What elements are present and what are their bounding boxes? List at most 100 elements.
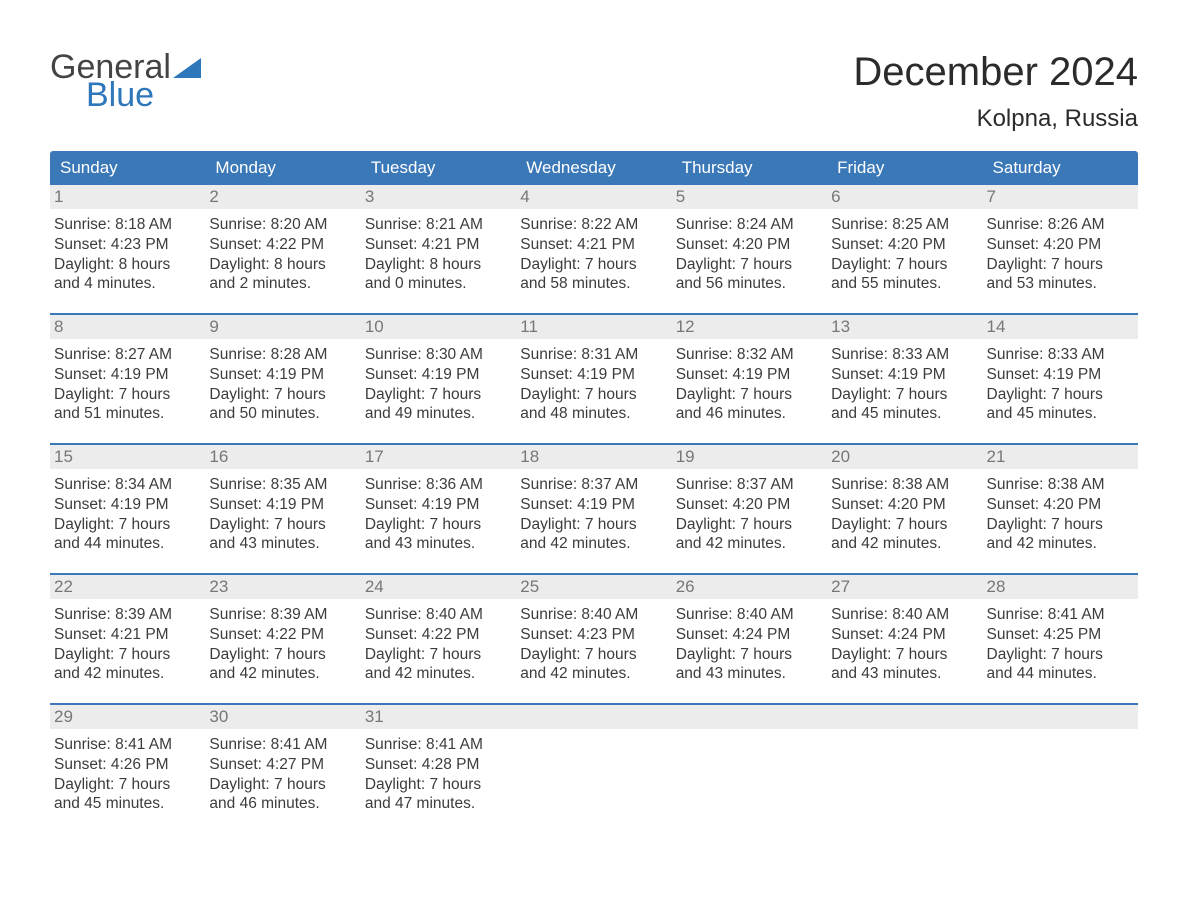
day-sunrise: Sunrise: 8:22 AM (520, 215, 665, 235)
day-cell: 28Sunrise: 8:41 AMSunset: 4:25 PMDayligh… (983, 575, 1138, 703)
day-d1: Daylight: 7 hours (520, 385, 665, 405)
day-number: 8 (50, 315, 205, 339)
calendar: Sunday Monday Tuesday Wednesday Thursday… (50, 151, 1138, 833)
day-sunrise: Sunrise: 8:41 AM (54, 735, 199, 755)
day-cell: 9Sunrise: 8:28 AMSunset: 4:19 PMDaylight… (205, 315, 360, 443)
day-d1: Daylight: 8 hours (209, 255, 354, 275)
day-sunrise: Sunrise: 8:30 AM (365, 345, 510, 365)
day-sunset: Sunset: 4:28 PM (365, 755, 510, 775)
day-number: 28 (983, 575, 1138, 599)
day-number: . (516, 705, 671, 729)
day-sunset: Sunset: 4:20 PM (831, 235, 976, 255)
day-body: Sunrise: 8:30 AMSunset: 4:19 PMDaylight:… (361, 339, 516, 430)
day-d1: Daylight: 7 hours (987, 255, 1132, 275)
day-body: Sunrise: 8:27 AMSunset: 4:19 PMDaylight:… (50, 339, 205, 430)
day-cell: . (983, 705, 1138, 833)
day-d2: and 42 minutes. (209, 664, 354, 684)
day-sunrise: Sunrise: 8:26 AM (987, 215, 1132, 235)
day-body: Sunrise: 8:39 AMSunset: 4:22 PMDaylight:… (205, 599, 360, 690)
day-d2: and 48 minutes. (520, 404, 665, 424)
day-body: Sunrise: 8:37 AMSunset: 4:19 PMDaylight:… (516, 469, 671, 560)
day-number: 31 (361, 705, 516, 729)
day-sunrise: Sunrise: 8:40 AM (831, 605, 976, 625)
day-d1: Daylight: 7 hours (676, 385, 821, 405)
day-number: 3 (361, 185, 516, 209)
page-subtitle: Kolpna, Russia (853, 105, 1138, 133)
day-sunset: Sunset: 4:22 PM (209, 625, 354, 645)
day-body: Sunrise: 8:40 AMSunset: 4:24 PMDaylight:… (672, 599, 827, 690)
day-d1: Daylight: 7 hours (365, 385, 510, 405)
logo-sail-icon (173, 56, 203, 78)
day-d2: and 42 minutes. (831, 534, 976, 554)
day-cell: 8Sunrise: 8:27 AMSunset: 4:19 PMDaylight… (50, 315, 205, 443)
day-d2: and 50 minutes. (209, 404, 354, 424)
day-number: 18 (516, 445, 671, 469)
day-d1: Daylight: 7 hours (209, 515, 354, 535)
weekday-header: Monday (205, 151, 360, 185)
day-sunset: Sunset: 4:19 PM (365, 365, 510, 385)
day-d1: Daylight: 8 hours (54, 255, 199, 275)
day-d2: and 55 minutes. (831, 274, 976, 294)
day-sunset: Sunset: 4:19 PM (520, 495, 665, 515)
day-sunset: Sunset: 4:22 PM (209, 235, 354, 255)
day-body: Sunrise: 8:22 AMSunset: 4:21 PMDaylight:… (516, 209, 671, 300)
day-sunrise: Sunrise: 8:24 AM (676, 215, 821, 235)
day-sunrise: Sunrise: 8:36 AM (365, 475, 510, 495)
day-number: . (672, 705, 827, 729)
day-body: Sunrise: 8:40 AMSunset: 4:22 PMDaylight:… (361, 599, 516, 690)
day-cell: 21Sunrise: 8:38 AMSunset: 4:20 PMDayligh… (983, 445, 1138, 573)
day-d2: and 47 minutes. (365, 794, 510, 814)
day-body: Sunrise: 8:33 AMSunset: 4:19 PMDaylight:… (827, 339, 982, 430)
weekday-header: Sunday (50, 151, 205, 185)
day-sunrise: Sunrise: 8:39 AM (209, 605, 354, 625)
day-cell: 30Sunrise: 8:41 AMSunset: 4:27 PMDayligh… (205, 705, 360, 833)
day-sunrise: Sunrise: 8:41 AM (209, 735, 354, 755)
day-cell: 4Sunrise: 8:22 AMSunset: 4:21 PMDaylight… (516, 185, 671, 313)
day-d2: and 58 minutes. (520, 274, 665, 294)
day-sunset: Sunset: 4:25 PM (987, 625, 1132, 645)
day-body: Sunrise: 8:26 AMSunset: 4:20 PMDaylight:… (983, 209, 1138, 300)
day-cell: 26Sunrise: 8:40 AMSunset: 4:24 PMDayligh… (672, 575, 827, 703)
day-cell: . (516, 705, 671, 833)
day-body: Sunrise: 8:36 AMSunset: 4:19 PMDaylight:… (361, 469, 516, 560)
day-body: Sunrise: 8:20 AMSunset: 4:22 PMDaylight:… (205, 209, 360, 300)
day-cell: 1Sunrise: 8:18 AMSunset: 4:23 PMDaylight… (50, 185, 205, 313)
day-body: Sunrise: 8:41 AMSunset: 4:25 PMDaylight:… (983, 599, 1138, 690)
day-d2: and 42 minutes. (987, 534, 1132, 554)
day-d1: Daylight: 7 hours (831, 255, 976, 275)
day-cell: 15Sunrise: 8:34 AMSunset: 4:19 PMDayligh… (50, 445, 205, 573)
day-number: . (827, 705, 982, 729)
day-body: Sunrise: 8:41 AMSunset: 4:27 PMDaylight:… (205, 729, 360, 820)
day-sunset: Sunset: 4:27 PM (209, 755, 354, 775)
day-d2: and 42 minutes. (676, 534, 821, 554)
day-sunset: Sunset: 4:19 PM (209, 365, 354, 385)
day-number: 12 (672, 315, 827, 339)
week-row: 15Sunrise: 8:34 AMSunset: 4:19 PMDayligh… (50, 443, 1138, 573)
day-cell: 27Sunrise: 8:40 AMSunset: 4:24 PMDayligh… (827, 575, 982, 703)
day-sunset: Sunset: 4:20 PM (676, 235, 821, 255)
day-d2: and 49 minutes. (365, 404, 510, 424)
day-sunrise: Sunrise: 8:27 AM (54, 345, 199, 365)
day-d1: Daylight: 7 hours (676, 645, 821, 665)
day-number: 26 (672, 575, 827, 599)
day-d2: and 43 minutes. (209, 534, 354, 554)
day-d2: and 44 minutes. (987, 664, 1132, 684)
week-row: 29Sunrise: 8:41 AMSunset: 4:26 PMDayligh… (50, 703, 1138, 833)
day-d1: Daylight: 7 hours (365, 645, 510, 665)
day-sunset: Sunset: 4:20 PM (676, 495, 821, 515)
day-d1: Daylight: 7 hours (987, 645, 1132, 665)
day-sunrise: Sunrise: 8:38 AM (831, 475, 976, 495)
day-d1: Daylight: 7 hours (520, 255, 665, 275)
day-number: 21 (983, 445, 1138, 469)
day-d1: Daylight: 7 hours (365, 775, 510, 795)
day-number: 10 (361, 315, 516, 339)
day-sunrise: Sunrise: 8:41 AM (365, 735, 510, 755)
day-d2: and 2 minutes. (209, 274, 354, 294)
day-d1: Daylight: 7 hours (831, 515, 976, 535)
day-d1: Daylight: 7 hours (676, 515, 821, 535)
day-cell: 3Sunrise: 8:21 AMSunset: 4:21 PMDaylight… (361, 185, 516, 313)
day-body: Sunrise: 8:35 AMSunset: 4:19 PMDaylight:… (205, 469, 360, 560)
day-body: Sunrise: 8:28 AMSunset: 4:19 PMDaylight:… (205, 339, 360, 430)
day-d1: Daylight: 7 hours (987, 515, 1132, 535)
day-d2: and 45 minutes. (831, 404, 976, 424)
